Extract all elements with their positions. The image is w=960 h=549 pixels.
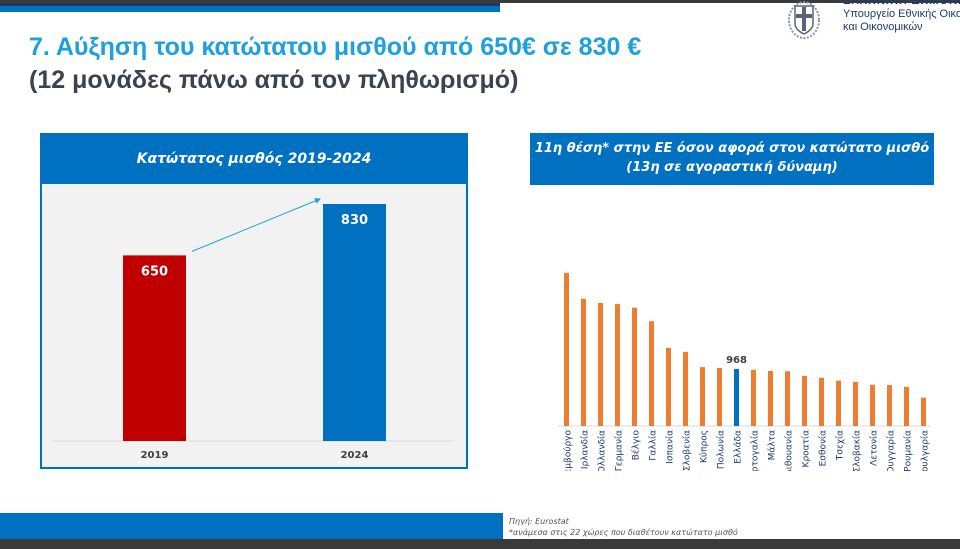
slide-title: 7. Αύξηση του κατώτατου μισθού από 650€ … [29,33,642,61]
bar-Κροατία [802,375,807,426]
top-blue-strip [0,3,500,12]
bar-Σλοβενία [683,351,688,426]
x-tick-label: Εσθονία [819,430,829,466]
footer-blue-bar [0,513,503,539]
top-dark-strip [0,0,960,3]
bar-Πορτογαλία [751,369,756,426]
greece-data-label: 968 [726,355,747,366]
x-tick-label: Ρουμανία [904,430,914,471]
bar-Λιθουανία [785,371,790,426]
bar-2019 [123,255,186,441]
bar-2024 [323,204,386,441]
bar-Τσεχία [836,380,841,426]
min-wage-chart: 650 2019 830 2024 [52,198,454,461]
x-tick-label: Λετονία [870,430,880,466]
increase-arrow [191,198,321,252]
bar-Εσθονία [819,377,824,426]
x-tick-label: Γαλλία [649,430,659,461]
x-tick-label: Λουξεμβούργο [563,430,574,471]
bar-Λετονία [870,384,875,426]
bar-Κύπρος [700,367,705,426]
data-label: 830 [341,213,368,228]
bar-Πολωνία [717,367,722,426]
eu-ranking-chart: Λουξεμβούργο Ιρλανδία Ολλανδία Γερμανία Βέλγ… [558,272,931,495]
source-note: Πηγή: Eurostat [509,517,569,526]
min-wage-chart-panel: Κατώτατος μισθός 2019-2024 650 2019 830 202… [40,133,468,469]
x-tick-label: Γερμανία [615,430,625,471]
eu-ranking-chart-panel: 11η θέση* στην ΕΕ όσον αφορά στον κατώτα… [530,133,934,495]
x-tick-label: Κύπρος [699,430,710,463]
chart-title: Κατώτατος μισθός 2019-2024 [42,135,466,184]
bar-Ελλάδα [734,369,739,426]
x-tick-label: Μάλτα [768,430,778,460]
bar-Βέλγιο [632,307,637,426]
bar-Μάλτα [768,370,773,426]
x-tick-label: Πολωνία [717,430,727,469]
bar-Γαλλία [649,321,654,426]
x-tick-label: Τσεχία [836,430,846,461]
bar-Ρουμανία [904,386,909,426]
bar-Σλοβακία [853,381,858,426]
bottom-dark-strip [0,539,960,549]
bar-Βουλγαρία [921,397,926,426]
x-tick-label: Βουλγαρία [921,430,931,471]
x-tick-label: 2024 [341,450,369,461]
ministry-name: ΕΛΛΗΝΙΚΗ ΔΗΜΟΚΡΑΤΙΑ Υπουργείο Εθνικής Οι… [843,0,960,33]
x-tick-label: Ιρλανδία [581,430,591,469]
chart-title: 11η θέση* στην ΕΕ όσον αφορά στον κατώτα… [530,133,934,185]
x-tick-label: Πορτογαλία [751,430,761,471]
bar-Ολλανδία [598,302,603,426]
slide-subtitle: (12 μονάδες πάνω από τον πληθωρισμό) [29,66,519,94]
data-label: 650 [141,264,168,279]
bar-Ιρλανδία [581,298,586,426]
x-tick-label: Σλοβενία [683,430,693,471]
x-tick-label: Ολλανδία [598,430,608,471]
x-tick-label: Λιθουανία [785,430,795,471]
bar-Λουξεμβούργο [564,272,569,426]
bar-Γερμανία [615,304,620,426]
x-tick-label: Ουγγαρία [887,430,897,471]
greek-coat-of-arms-icon [788,1,820,39]
x-tick-label: Ισπανία [666,430,676,464]
bar-Ισπανία [666,347,671,426]
x-tick-label: Σλοβακία [853,430,863,471]
x-tick-label: Ελλάδα [734,430,744,464]
x-tick-label: Βέλγιο [631,430,642,461]
x-tick-label: 2019 [141,450,169,461]
bar-Ουγγαρία [887,385,892,426]
footnote: *ανάμεσα στις 22 χώρες που διαθέτουν κατ… [509,528,738,537]
x-tick-label: Κροατία [802,430,812,468]
